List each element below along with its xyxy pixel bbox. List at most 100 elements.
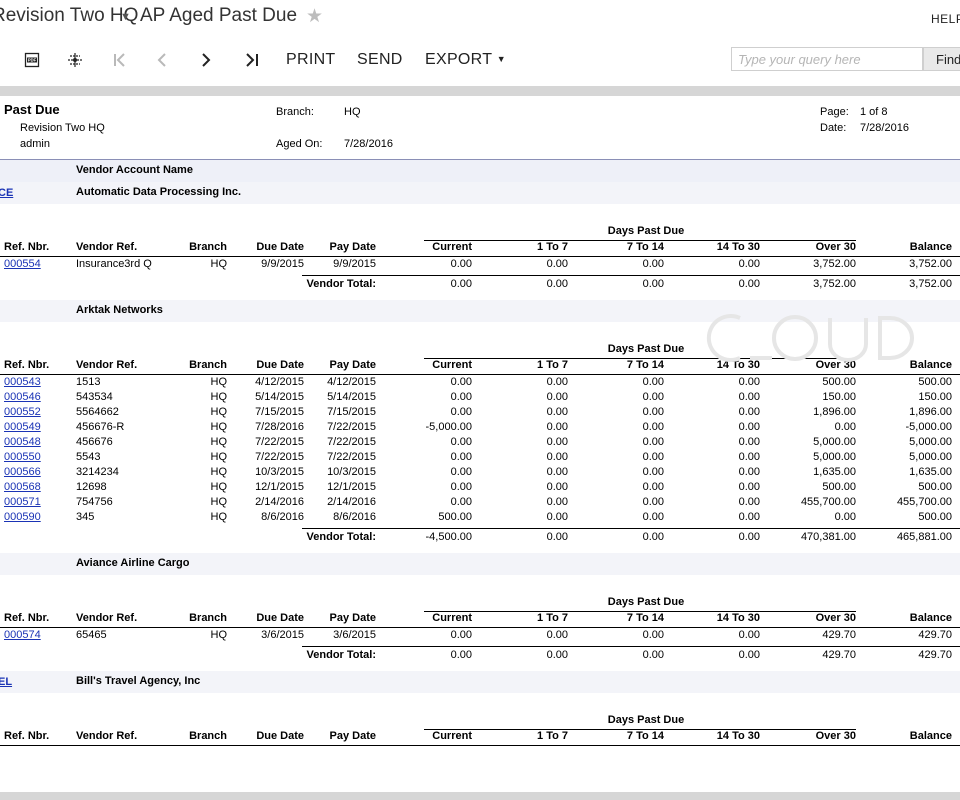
column-header-pay-date: Pay Date [329, 359, 376, 371]
ref-nbr-link[interactable]: 000590 [4, 511, 41, 523]
cell-current: 0.00 [450, 451, 472, 463]
cell-branch: HQ [210, 629, 228, 641]
total-current: 0.00 [450, 278, 472, 290]
vendor-band: Arktak Networks [0, 300, 960, 322]
cell-current: -5,000.00 [425, 421, 472, 433]
cell-vendor-ref: 456676-R [76, 421, 125, 433]
column-header-vendor-ref: Vendor Ref. [76, 730, 138, 742]
cell-d14-30: 0.00 [738, 466, 760, 478]
days-past-due-label: Days Past Due [607, 225, 685, 237]
cell-due-date: 9/9/2015 [261, 258, 304, 270]
search-input[interactable] [732, 48, 930, 70]
ref-nbr-link[interactable]: 000566 [4, 466, 41, 478]
cell-d1-7: 0.00 [546, 481, 568, 493]
vendor-name: Arktak Networks [76, 304, 163, 316]
cell-over-30: 500.00 [822, 481, 856, 493]
cell-current: 0.00 [450, 391, 472, 403]
export-button[interactable]: EXPORT ▼ [425, 51, 506, 69]
vendor-total-label: Vendor Total: [306, 649, 376, 661]
date-value: 7/28/2016 [860, 122, 909, 134]
column-header-over-30: Over 30 [815, 359, 856, 371]
cell-current: 0.00 [450, 258, 472, 270]
vendor-name: Automatic Data Processing Inc. [76, 186, 242, 198]
ref-nbr-link[interactable]: 000568 [4, 481, 41, 493]
cell-d1-7: 0.00 [546, 629, 568, 641]
cell-d7-14: 0.00 [642, 406, 664, 418]
vendor-code-link[interactable]: CE [0, 187, 14, 199]
cell-d7-14: 0.00 [642, 451, 664, 463]
first-page-icon[interactable] [110, 50, 130, 70]
cell-d14-30: 0.00 [738, 258, 760, 270]
send-button[interactable]: SEND [357, 51, 403, 68]
cell-due-date: 4/12/2015 [255, 376, 304, 388]
previous-page-icon[interactable] [152, 50, 172, 70]
cell-over-30: 0.00 [834, 421, 856, 433]
print-button[interactable]: PRINT [286, 51, 336, 68]
vendor-name: Bill's Travel Agency, Inc [76, 675, 201, 687]
column-header-current: Current [432, 612, 472, 624]
column-header-current: Current [432, 241, 472, 253]
cell-d1-7: 0.00 [546, 421, 568, 433]
days-past-due-label: Days Past Due [607, 714, 685, 726]
cell-current: 0.00 [450, 406, 472, 418]
total-d14-30: 0.00 [738, 531, 760, 543]
ref-nbr-link[interactable]: 000543 [4, 376, 41, 388]
header-rule [0, 745, 960, 746]
ref-nbr-link[interactable]: 000549 [4, 421, 41, 433]
cell-vendor-ref: 5564662 [76, 406, 119, 418]
days-past-due-rule [424, 611, 856, 612]
ref-nbr-link[interactable]: 000548 [4, 436, 41, 448]
cell-pay-date: 10/3/2015 [327, 466, 376, 478]
ref-nbr-link[interactable]: 000571 [4, 496, 41, 508]
cell-branch: HQ [210, 421, 228, 433]
chevron-down-icon[interactable]: ▼ [120, 11, 131, 23]
cell-pay-date: 4/12/2015 [327, 376, 376, 388]
svg-text:PDF: PDF [28, 58, 37, 63]
cell-over-30: 429.70 [822, 629, 856, 641]
vendor-total-label: Vendor Total: [306, 278, 376, 290]
find-button[interactable]: Find [923, 47, 960, 71]
report-toolbar: PDF PRINT SEND EXPORT ▼ [0, 40, 960, 80]
total-rule [302, 528, 960, 529]
cell-pay-date: 7/22/2015 [327, 451, 376, 463]
total-d7-14: 0.00 [642, 531, 664, 543]
total-d14-30: 0.00 [738, 278, 760, 290]
column-header-d7-14: 7 To 14 [626, 730, 664, 742]
cell-over-30: 3,752.00 [813, 258, 856, 270]
cell-d1-7: 0.00 [546, 511, 568, 523]
ref-nbr-link[interactable]: 000552 [4, 406, 41, 418]
ref-nbr-link[interactable]: 000554 [4, 258, 41, 270]
cell-vendor-ref: 12698 [76, 481, 107, 493]
ref-nbr-link[interactable]: 000546 [4, 391, 41, 403]
star-icon[interactable]: ★ [306, 6, 324, 27]
last-page-icon[interactable] [242, 50, 262, 70]
next-page-icon[interactable] [196, 50, 216, 70]
cell-d1-7: 0.00 [546, 406, 568, 418]
vendor-code-link[interactable]: EL [0, 676, 13, 688]
total-d1-7: 0.00 [546, 531, 568, 543]
vendor-total-label: Vendor Total: [306, 531, 376, 543]
cell-balance: 5,000.00 [909, 451, 952, 463]
user-name: admin [20, 138, 50, 150]
parameters-icon[interactable] [65, 50, 85, 70]
breadcrumb-company[interactable]: Revision Two HQ [0, 5, 139, 26]
cell-pay-date: 9/9/2015 [333, 258, 376, 270]
days-past-due-label: Days Past Due [607, 343, 685, 355]
branch-value: HQ [344, 106, 361, 118]
ref-nbr-link[interactable]: 000550 [4, 451, 41, 463]
days-past-due-rule [424, 240, 856, 241]
cell-balance: 3,752.00 [909, 258, 952, 270]
cell-d7-14: 0.00 [642, 258, 664, 270]
ref-nbr-link[interactable]: 000574 [4, 629, 41, 641]
cell-vendor-ref: Insurance3rd Q [76, 258, 152, 270]
column-header-d7-14: 7 To 14 [626, 359, 664, 371]
days-past-due-rule [424, 729, 856, 730]
cell-current: 0.00 [450, 436, 472, 448]
cell-branch: HQ [210, 436, 228, 448]
cell-d7-14: 0.00 [642, 511, 664, 523]
pdf-icon[interactable]: PDF [22, 50, 42, 70]
cell-d7-14: 0.00 [642, 466, 664, 478]
cell-due-date: 5/14/2015 [255, 391, 304, 403]
column-header-vendor-ref: Vendor Ref. [76, 241, 138, 253]
